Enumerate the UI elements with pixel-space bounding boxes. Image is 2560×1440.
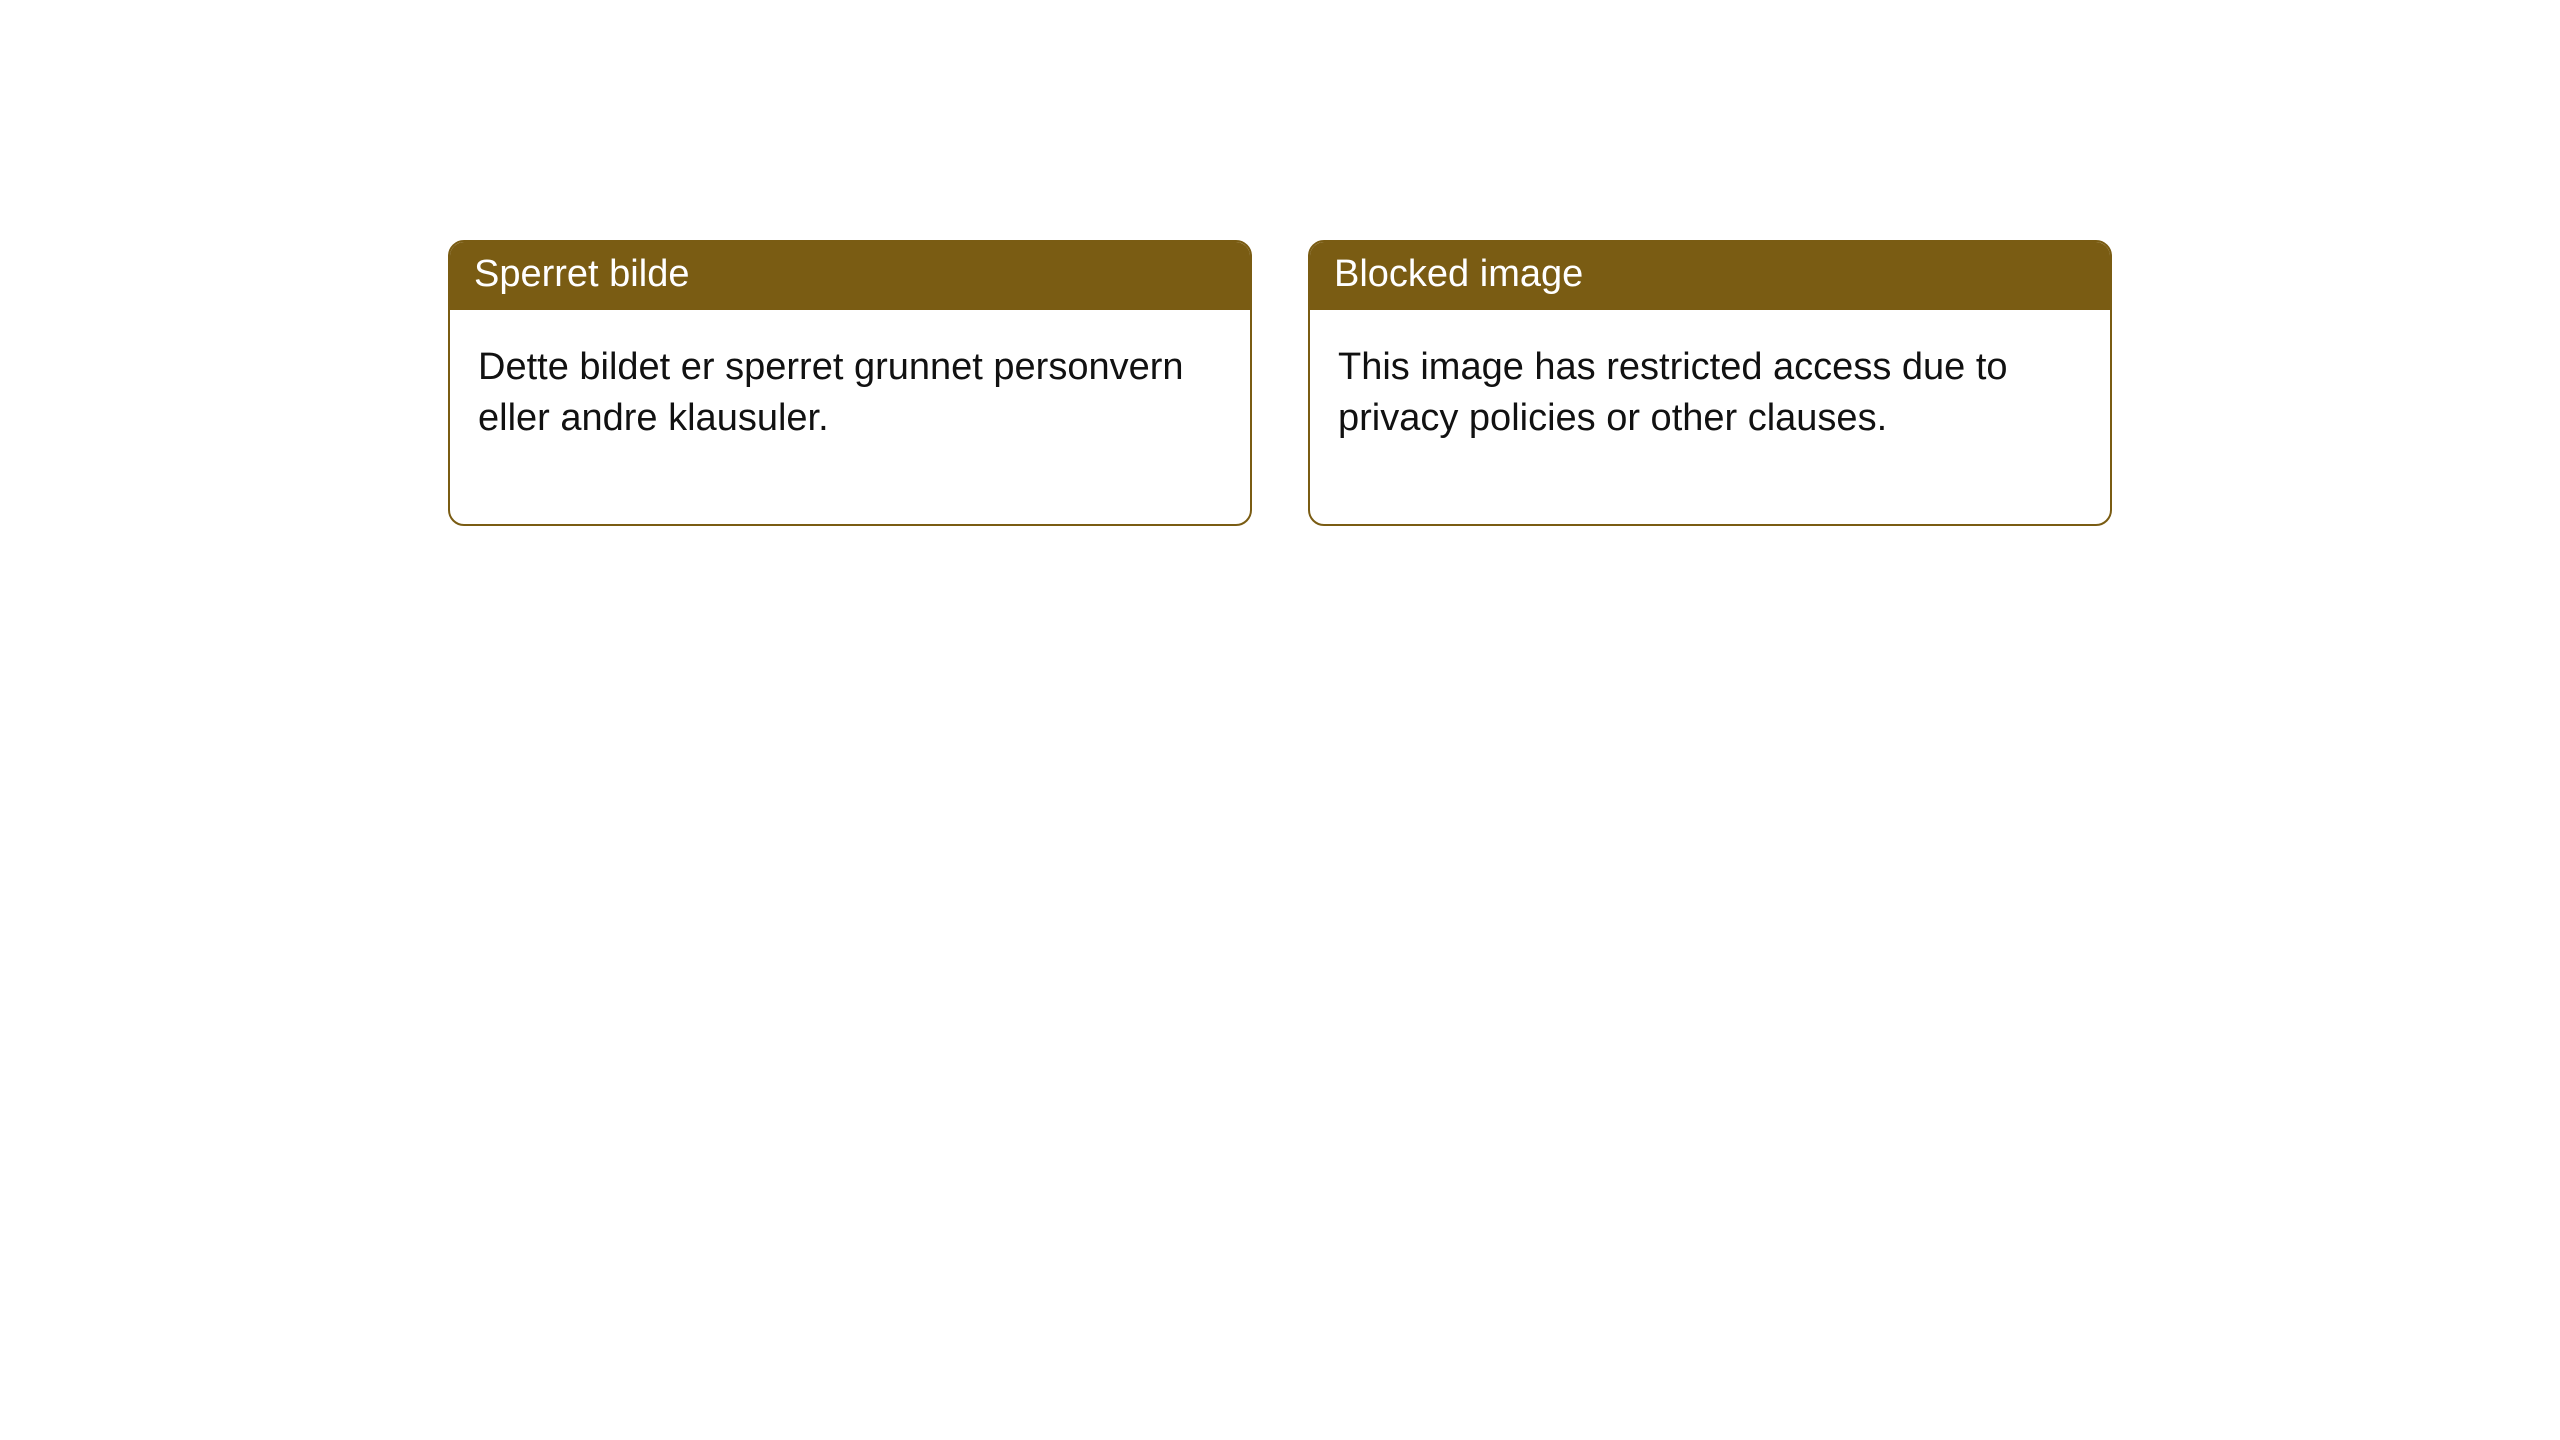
card-english: Blocked image This image has restricted … <box>1308 240 2112 526</box>
card-body-english: This image has restricted access due to … <box>1310 310 2110 525</box>
cards-row: Sperret bilde Dette bildet er sperret gr… <box>448 240 2560 526</box>
card-header-english: Blocked image <box>1310 242 2110 310</box>
card-header-norwegian: Sperret bilde <box>450 242 1250 310</box>
card-body-norwegian: Dette bildet er sperret grunnet personve… <box>450 310 1250 525</box>
card-norwegian: Sperret bilde Dette bildet er sperret gr… <box>448 240 1252 526</box>
